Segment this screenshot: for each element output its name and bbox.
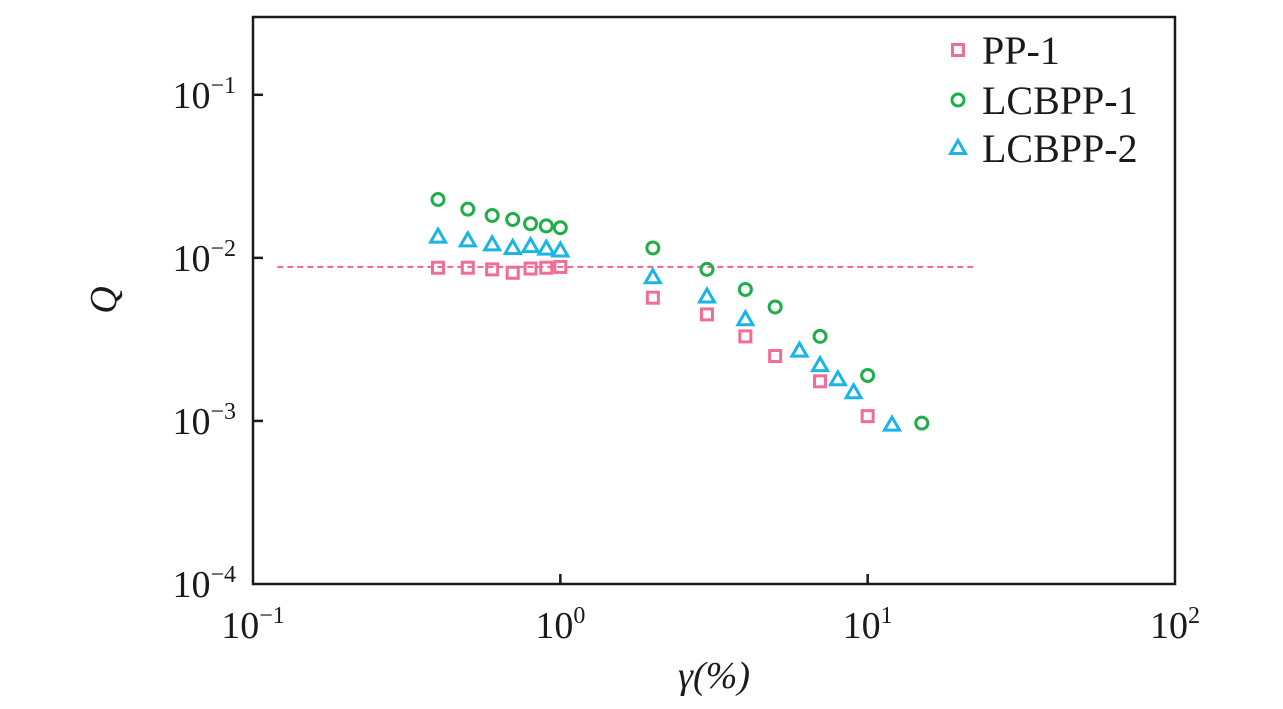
marker-lcbpp-1 xyxy=(737,281,753,297)
marker-lcbpp-2 xyxy=(696,285,718,304)
y-tick-label: 10−3 xyxy=(172,399,236,443)
marker-lcbpp-1 xyxy=(430,192,446,208)
x-tick-label: 10−1 xyxy=(221,603,285,647)
marker-lcbpp-2 xyxy=(550,239,571,258)
marker-pp-1 xyxy=(553,259,568,274)
marker-lcbpp-1 xyxy=(860,367,876,383)
marker-pp-1 xyxy=(645,290,660,305)
marker-pp-1 xyxy=(505,265,520,280)
marker-pp-1 xyxy=(860,409,875,424)
marker-lcbpp-2 xyxy=(536,238,557,256)
x-axis-tick-labels: 10−1 100 101 102 xyxy=(221,603,1200,647)
marker-lcbpp-1 xyxy=(484,207,500,223)
marker-pp-1 xyxy=(768,349,783,364)
marker-lcbpp-1 xyxy=(505,211,521,227)
marker-lcbpp-2 xyxy=(827,368,848,387)
marker-lcbpp-2 xyxy=(881,414,903,432)
y-axis-tick-labels: 10−4 10−3 10−2 10−1 xyxy=(172,73,236,606)
x-tick-label: 101 xyxy=(843,603,893,647)
marker-lcbpp-2 xyxy=(520,235,541,254)
marker-pp-1 xyxy=(485,262,500,277)
x-axis-ticks xyxy=(559,574,869,584)
marker-lcbpp-1 xyxy=(699,261,715,277)
marker-pp-1 xyxy=(738,329,753,344)
marker-lcbpp-1 xyxy=(914,415,930,431)
marker-lcbpp-2 xyxy=(457,229,478,248)
y-tick-label: 10−4 xyxy=(172,562,236,606)
marker-lcbpp-2 xyxy=(502,237,523,255)
legend-label-pp-1: PP-1 xyxy=(982,28,1060,73)
data-markers xyxy=(427,192,930,432)
marker-lcbpp-1 xyxy=(538,218,554,234)
y-tick-label: 10−2 xyxy=(172,236,236,280)
legend-marker-lcbpp-1 xyxy=(950,92,966,108)
legend-marker-lcbpp-2 xyxy=(947,137,969,155)
legend-label-lcbpp-1: LCBPP-1 xyxy=(982,78,1138,123)
marker-lcbpp-2 xyxy=(809,354,831,373)
marker-lcbpp-2 xyxy=(482,233,503,252)
marker-lcbpp-2 xyxy=(843,381,864,400)
marker-lcbpp-2 xyxy=(735,308,756,327)
marker-lcbpp-1 xyxy=(523,216,539,232)
marker-lcbpp-2 xyxy=(642,266,663,285)
marker-lcbpp-1 xyxy=(460,201,476,217)
plot-frame xyxy=(251,15,1177,586)
y-tick-label: 10−1 xyxy=(172,73,236,117)
marker-lcbpp-1 xyxy=(767,299,783,315)
legend-label-lcbpp-2: LCBPP-2 xyxy=(982,126,1138,171)
marker-pp-1 xyxy=(460,260,475,275)
marker-lcbpp-1 xyxy=(812,328,828,344)
marker-pp-1 xyxy=(431,260,446,275)
x-axis-title: γ(%) xyxy=(678,655,750,697)
x-tick-label: 100 xyxy=(535,603,585,647)
x-tick-label: 102 xyxy=(1150,603,1200,647)
y-axis-ticks xyxy=(253,93,263,423)
marker-lcbpp-2 xyxy=(427,226,449,244)
marker-pp-1 xyxy=(523,261,538,276)
marker-pp-1 xyxy=(699,307,714,322)
marker-lcbpp-1 xyxy=(645,240,661,256)
marker-pp-1 xyxy=(813,374,828,389)
marker-lcbpp-1 xyxy=(552,220,568,236)
marker-pp-1 xyxy=(539,260,554,275)
legend-marker-pp-1 xyxy=(951,43,965,57)
y-axis-title: Q xyxy=(83,286,125,313)
marker-lcbpp-2 xyxy=(789,340,810,358)
